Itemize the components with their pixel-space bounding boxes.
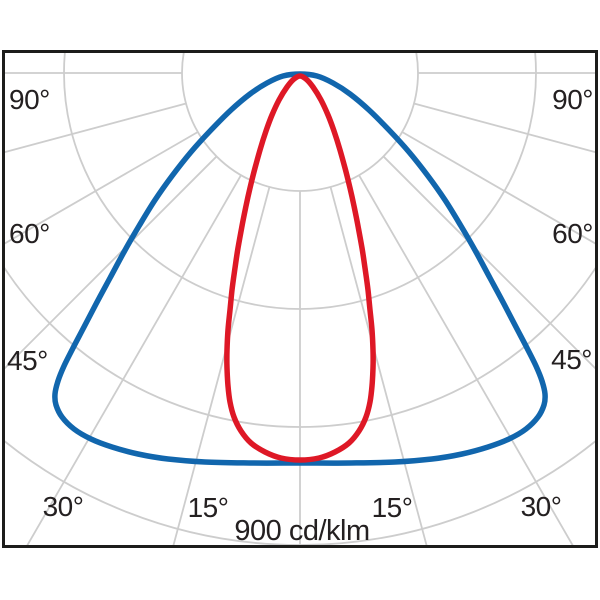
angle-tick-labels: 90° 60° 45° 90° 60° 45° 30° 15° 15° 30° xyxy=(7,84,594,523)
radial-gridline xyxy=(358,174,574,545)
angle-tick-label: 60° xyxy=(9,218,50,249)
radial-gridline xyxy=(26,174,242,545)
radial-gridline xyxy=(413,102,595,153)
radial-gridline xyxy=(329,186,428,545)
angle-tick-label: 90° xyxy=(552,84,593,115)
plot-frame xyxy=(2,50,598,548)
ring-gridline xyxy=(181,53,419,192)
scale-unit-label: 900 cd/klm xyxy=(234,515,369,547)
angle-tick-label: 90° xyxy=(9,84,50,115)
intensity-curves xyxy=(52,71,548,466)
angle-tick-label: 15° xyxy=(188,492,229,523)
angle-tick-label: 30° xyxy=(521,491,562,522)
radial-gridline xyxy=(172,186,271,545)
radial-gridline xyxy=(401,131,595,245)
angle-tick-label: 60° xyxy=(552,218,593,249)
narrow-beam-curve xyxy=(224,73,376,463)
radial-gridline xyxy=(5,102,187,153)
angle-tick-label: 30° xyxy=(43,491,84,522)
angle-tick-label: 15° xyxy=(372,492,413,523)
angle-tick-label: 45° xyxy=(7,345,48,376)
angle-tick-label: 45° xyxy=(551,344,592,375)
radial-gridline xyxy=(5,131,199,245)
